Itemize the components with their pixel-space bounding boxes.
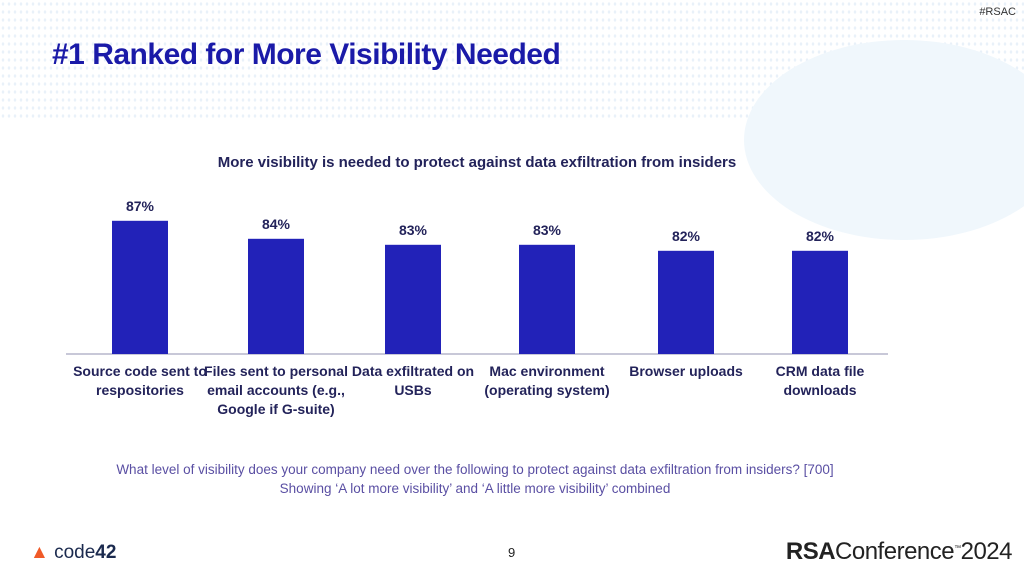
bar bbox=[792, 250, 848, 354]
category-label: Data exfiltrated on USBs bbox=[351, 363, 475, 398]
rsac-logo: RSAConference™2024 bbox=[785, 538, 1013, 565]
bar bbox=[385, 244, 441, 354]
data-label: 83% bbox=[399, 222, 428, 238]
bar bbox=[112, 220, 168, 354]
category-label: Source code sent to respositories bbox=[73, 363, 207, 398]
chart-title: More visibility is needed to protect aga… bbox=[217, 154, 737, 171]
hashtag: #RSAC bbox=[979, 6, 1016, 18]
slide-title: #1 Ranked for More Visibility Needed bbox=[52, 38, 561, 71]
bar bbox=[519, 244, 575, 354]
page-number: 9 bbox=[508, 545, 516, 560]
data-label: 82% bbox=[806, 228, 835, 244]
category-label: Files sent to personal email accounts (e… bbox=[204, 363, 348, 417]
category-label: Browser uploads bbox=[629, 363, 743, 379]
code42-logo: ▲ code42 bbox=[30, 542, 117, 563]
data-label: 84% bbox=[262, 216, 291, 232]
data-label: 83% bbox=[533, 222, 562, 238]
bar bbox=[658, 250, 714, 354]
data-label: 87% bbox=[126, 198, 155, 214]
footnote: What level of visibility does your compa… bbox=[116, 462, 834, 496]
background-shape bbox=[744, 40, 1024, 240]
bar bbox=[248, 238, 304, 354]
category-label: Mac environment (operating system) bbox=[484, 363, 610, 398]
data-label: 82% bbox=[672, 228, 701, 244]
code42-icon: ▲ bbox=[30, 542, 49, 563]
category-label: CRM data file downloads bbox=[775, 363, 865, 398]
